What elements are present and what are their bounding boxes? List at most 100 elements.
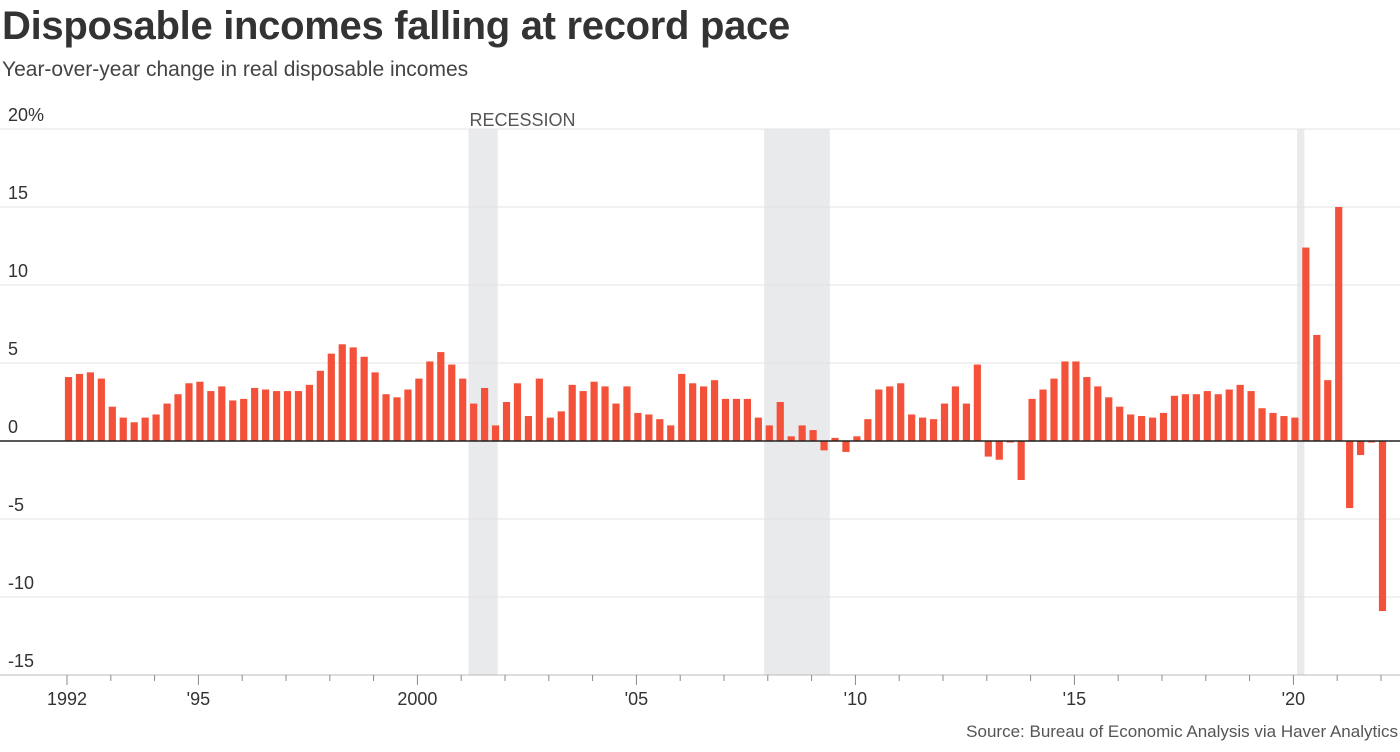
bar (415, 378, 423, 441)
bar (218, 386, 226, 441)
bar (1225, 389, 1233, 441)
bar (152, 414, 160, 441)
bar (1335, 207, 1343, 441)
bar (1127, 414, 1135, 441)
x-tick-label: '05 (625, 689, 648, 709)
bar (491, 425, 500, 441)
bar (1367, 441, 1376, 443)
bar (316, 370, 324, 441)
x-tick-label: '20 (1282, 689, 1305, 709)
bar (1094, 386, 1102, 441)
bar (502, 402, 511, 441)
bar (1302, 247, 1310, 441)
y-tick-label: -15 (8, 651, 34, 671)
bar (371, 372, 379, 441)
bar (1159, 412, 1168, 441)
bar (1236, 384, 1244, 441)
bar (842, 441, 850, 452)
bar (130, 422, 138, 441)
bar (798, 425, 806, 441)
bar (623, 386, 631, 441)
bar (349, 347, 357, 441)
bar (294, 391, 303, 441)
axes: 20% 15 10 5 0 -5 -10 -15 1992 '95 2000 '05 '10 '15 '20 (0, 105, 1400, 709)
bar (1148, 417, 1157, 441)
bar (97, 378, 105, 441)
bar (1170, 395, 1179, 441)
bar (557, 411, 565, 441)
bar (886, 386, 894, 441)
bar (174, 394, 182, 441)
x-tick-label: '10 (844, 689, 867, 709)
bar (940, 403, 949, 441)
bars (64, 207, 1387, 612)
gridlines (0, 128, 1400, 598)
bar (568, 384, 576, 441)
bar (481, 387, 489, 441)
y-tick-label: -10 (8, 573, 34, 593)
bar (75, 373, 84, 441)
bar (1017, 441, 1025, 480)
bar (207, 391, 215, 441)
bar (754, 417, 762, 441)
recession-band (764, 129, 830, 675)
bar (667, 425, 675, 441)
y-tick-label: 10 (8, 261, 28, 281)
bar (393, 397, 401, 441)
x-tick-label: 2000 (397, 689, 437, 709)
bar (108, 406, 116, 441)
bar (524, 416, 532, 441)
bar (1313, 334, 1321, 441)
bar (448, 364, 456, 441)
bar (995, 441, 1003, 460)
y-tick-label: 5 (8, 339, 18, 359)
bar (1116, 406, 1124, 441)
bar (513, 383, 522, 441)
x-tick-label: '95 (187, 689, 210, 709)
bar (272, 391, 281, 441)
bar (732, 398, 741, 441)
bar (86, 372, 94, 441)
bar (1083, 377, 1091, 441)
bar (853, 436, 861, 441)
bar (283, 391, 292, 441)
bar (634, 412, 642, 441)
source-note: Source: Bureau of Economic Analysis via … (966, 722, 1398, 741)
recession-band (1297, 129, 1305, 675)
bar (612, 403, 620, 441)
bar (141, 417, 149, 441)
bar (656, 419, 664, 441)
bar (765, 425, 773, 441)
y-tick-label: 20% (8, 105, 44, 125)
bar (973, 364, 981, 441)
bar (1050, 378, 1058, 441)
bar (897, 383, 905, 441)
bar (678, 373, 686, 441)
bar (404, 389, 412, 441)
bar (437, 352, 445, 441)
bar (305, 384, 313, 441)
bar (1006, 441, 1014, 443)
bar (721, 398, 730, 441)
bar (1039, 389, 1047, 441)
bar (1072, 361, 1080, 441)
bar (1258, 408, 1266, 441)
bar (984, 441, 992, 457)
y-tick-label: 15 (8, 183, 28, 203)
bar (382, 394, 390, 441)
bar (962, 403, 970, 441)
bar (831, 437, 839, 441)
bar (908, 414, 916, 441)
bar (809, 430, 817, 441)
bar (119, 417, 127, 441)
bar (546, 417, 554, 441)
bar (1138, 416, 1146, 441)
bar (1269, 412, 1277, 441)
bar (743, 398, 751, 441)
bar (1203, 391, 1211, 441)
bar (327, 353, 335, 441)
chart-title: Disposable incomes falling at record pac… (2, 4, 790, 48)
bar (645, 414, 653, 441)
bar (163, 403, 171, 441)
bar (601, 386, 609, 441)
